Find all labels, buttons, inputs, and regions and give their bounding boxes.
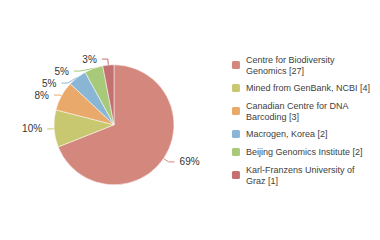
svg-text:Mined from GenBank, NCBI [4]: Mined from GenBank, NCBI [4] [246,83,370,93]
svg-text:Canadian Centre for DNA: Canadian Centre for DNA [246,101,349,111]
svg-text:Barcoding [3]: Barcoding [3] [246,112,299,122]
svg-text:Karl-Franzens University of: Karl-Franzens University of [246,165,355,175]
svg-text:8%: 8% [34,90,49,101]
svg-text:5%: 5% [42,78,57,89]
svg-text:5%: 5% [54,66,69,77]
svg-text:Centre for Biodiversity: Centre for Biodiversity [246,55,335,65]
svg-text:Macrogen, Korea [2]: Macrogen, Korea [2] [246,129,328,139]
svg-text:Graz [1]: Graz [1] [246,176,278,186]
svg-text:10%: 10% [22,123,42,134]
svg-text:69%: 69% [180,156,200,167]
svg-text:3%: 3% [82,54,97,65]
svg-text:Beijing Genomics Institute [2]: Beijing Genomics Institute [2] [246,147,363,157]
svg-text:Genomics [27]: Genomics [27] [246,66,304,76]
